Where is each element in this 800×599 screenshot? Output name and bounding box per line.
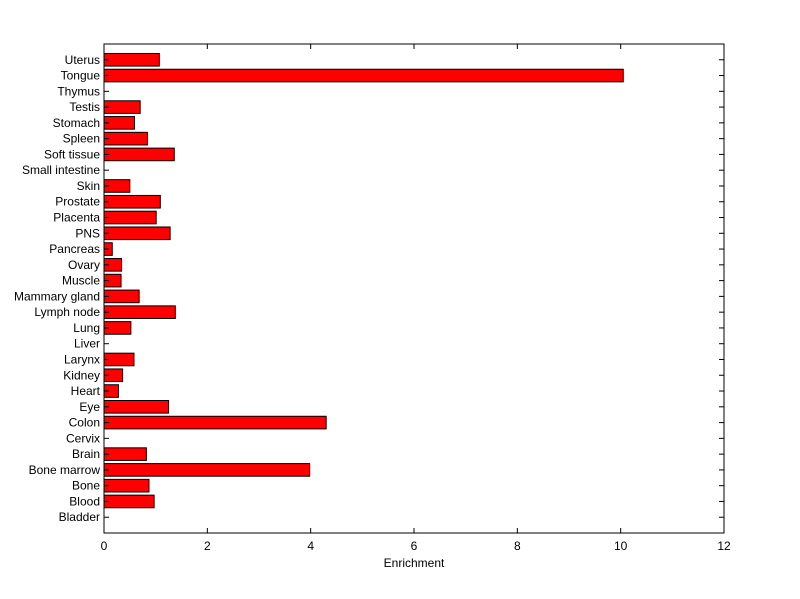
bar-mammary-gland	[103, 289, 140, 304]
bar-blood	[103, 494, 155, 509]
bar-brain	[103, 447, 147, 461]
bar-colon	[103, 415, 327, 430]
x-tick-label: 0	[101, 539, 108, 553]
x-tick-label: 8	[514, 539, 521, 553]
x-tick-label: 12	[717, 539, 731, 553]
y-tick-label-lymph-node: Lymph node	[34, 305, 100, 319]
y-tick-label-bladder: Bladder	[59, 510, 100, 524]
y-tick-label-stomach: Stomach	[53, 116, 100, 130]
y-tick-label-prostate: Prostate	[55, 195, 100, 209]
y-tick-label-testis: Testis	[69, 100, 100, 114]
y-tick-label-small-intestine: Small intestine	[22, 163, 100, 177]
y-tick-label-cervix: Cervix	[66, 431, 100, 445]
axis-ticks	[103, 44, 725, 533]
y-tick-label-pns: PNS	[75, 226, 100, 240]
x-tick-label: 4	[307, 539, 314, 553]
bar-lymph-node	[103, 305, 176, 319]
axes-frame	[103, 43, 725, 534]
bar-soft-tissue	[103, 147, 175, 162]
y-tick-label-lung: Lung	[73, 321, 100, 335]
x-tick-label: 2	[204, 539, 211, 553]
y-tick-label-pancreas: Pancreas	[49, 242, 100, 256]
y-tick-label-skin: Skin	[77, 179, 100, 193]
y-tick-label-heart: Heart	[71, 384, 101, 398]
y-tick-label-colon: Colon	[69, 416, 100, 430]
y-tick-label-thymus: Thymus	[57, 84, 100, 98]
y-tick-label-eye: Eye	[79, 400, 100, 414]
y-tick-label-ovary: Ovary	[68, 258, 100, 272]
bar-prostate	[103, 194, 161, 209]
y-tick-label-placenta: Placenta	[53, 211, 100, 225]
bar-placenta	[103, 210, 157, 225]
y-tick-label-bone: Bone	[72, 479, 100, 493]
y-tick-label-mammary-gland: Mammary gland	[14, 289, 100, 303]
y-tick-label-larynx: Larynx	[64, 352, 100, 366]
y-tick-label-spleen: Spleen	[63, 132, 100, 146]
bar-tongue	[103, 68, 624, 83]
y-tick-label-blood: Blood	[69, 494, 100, 508]
y-tick-label-liver: Liver	[74, 337, 100, 351]
y-tick-label-tongue: Tongue	[61, 69, 101, 83]
bar-spleen	[103, 131, 148, 146]
x-tick-label: 6	[411, 539, 418, 553]
bar-testis	[103, 100, 141, 114]
bar-uterus	[103, 52, 160, 67]
bar-eye	[103, 399, 170, 414]
x-axis-label: Enrichment	[384, 556, 445, 570]
bar-bone	[103, 478, 150, 493]
y-tick-label-muscle: Muscle	[62, 274, 100, 288]
y-tick-label-brain: Brain	[72, 447, 100, 461]
y-tick-label-kidney: Kidney	[63, 368, 100, 382]
bar-bone-marrow	[103, 463, 311, 477]
x-tick-label: 10	[614, 539, 628, 553]
bar-pns	[103, 226, 171, 241]
plot-background	[104, 44, 724, 533]
y-tick-label-uterus: Uterus	[65, 53, 100, 67]
y-tick-label-bone-marrow: Bone marrow	[29, 463, 101, 477]
y-tick-label-soft-tissue: Soft tissue	[44, 147, 100, 161]
